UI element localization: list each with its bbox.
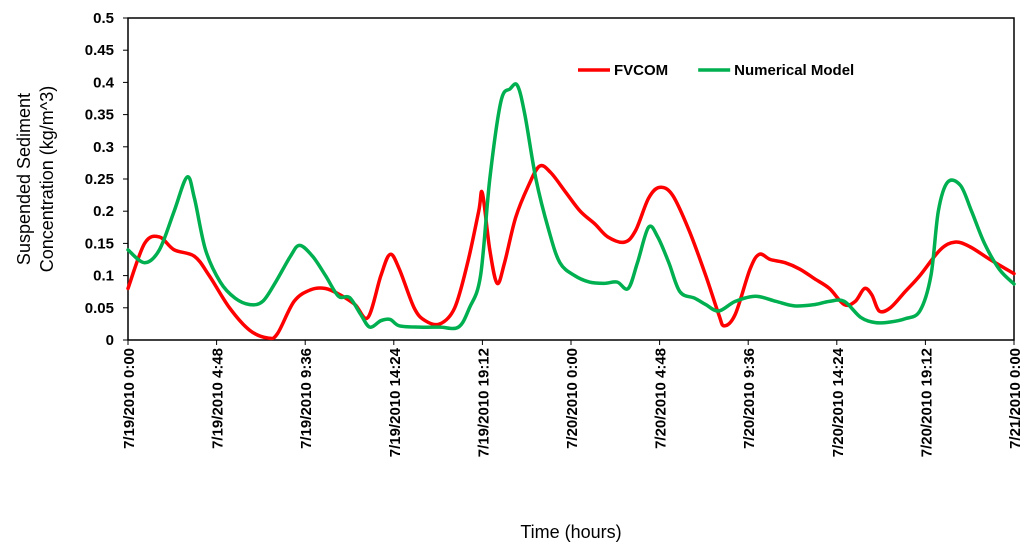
y-tick-label: 0.45 <box>85 42 114 59</box>
x-tick-label: 7/19/2010 14:24 <box>387 347 404 457</box>
x-tick-label: 7/19/2010 4:48 <box>210 348 227 449</box>
x-tick-label: 7/19/2010 19:12 <box>475 348 492 457</box>
y-tick-label: 0.35 <box>85 107 114 124</box>
y-axis-title: Concentration (kg/m^3) <box>37 86 57 273</box>
legend-item: FVCOM <box>578 62 668 79</box>
y-tick-label: 0.5 <box>93 10 114 27</box>
y-tick-label: 0.4 <box>93 74 115 91</box>
x-tick-label: 7/20/2010 0:00 <box>564 348 581 449</box>
y-tick-label: 0.25 <box>85 171 114 188</box>
y-axis-title: Suspended Sediment <box>14 93 34 265</box>
x-tick-label: 7/20/2010 14:24 <box>830 347 847 457</box>
x-tick-label: 7/21/2010 0:00 <box>1007 348 1024 449</box>
x-tick-label: 7/19/2010 9:36 <box>298 348 315 449</box>
line-series <box>126 163 1016 341</box>
y-tick-label: 0.15 <box>85 235 114 252</box>
x-tick-label: 7/20/2010 4:48 <box>653 348 670 449</box>
y-tick-label: 0.1 <box>93 268 114 285</box>
y-tick-label: 0.3 <box>93 139 114 156</box>
legend-label: FVCOM <box>614 62 668 79</box>
legend-item: Numerical Model <box>698 62 854 79</box>
y-tick-label: 0.2 <box>93 203 114 220</box>
plot-frame <box>127 17 1015 341</box>
y-tick-label: 0.05 <box>85 300 114 317</box>
y-tick-label: 0 <box>106 332 114 349</box>
x-axis-title: Time (hours) <box>520 522 621 542</box>
x-tick-label: 7/19/2010 0:00 <box>121 348 138 449</box>
line-series <box>126 82 1016 331</box>
x-tick-label: 7/20/2010 9:36 <box>741 348 758 449</box>
legend-label: Numerical Model <box>734 62 854 79</box>
x-tick-label: 7/20/2010 19:12 <box>918 348 935 457</box>
